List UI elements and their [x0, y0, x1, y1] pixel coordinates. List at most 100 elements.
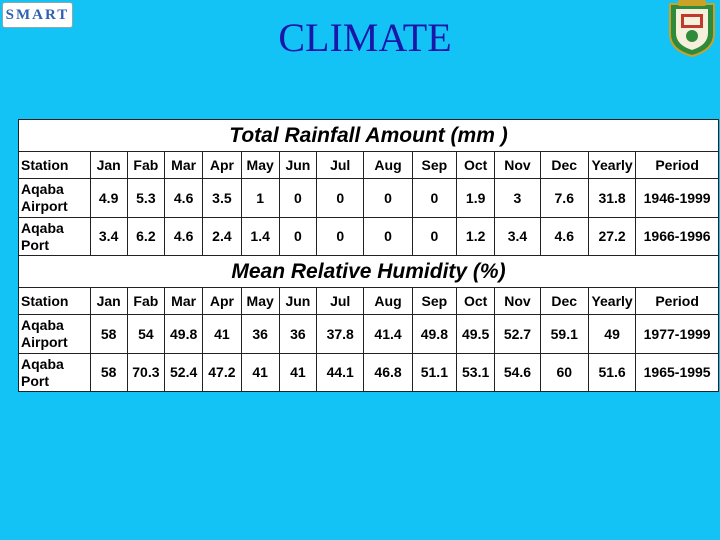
- value-cell: 49.8: [163, 314, 204, 354]
- value-cell: 7.6: [539, 178, 589, 218]
- value-cell: 1.4: [240, 217, 280, 256]
- section-title: Total Rainfall Amount (mm ): [18, 119, 719, 152]
- value-cell: 51.1: [411, 353, 458, 392]
- value-cell: 1.2: [456, 217, 496, 256]
- station-name-line2: Port: [21, 372, 49, 389]
- value-cell: 41: [240, 353, 280, 392]
- climate-table: Total Rainfall Amount (mm ) Station Jan Fab…: [18, 119, 719, 392]
- value-cell: 0: [316, 217, 365, 256]
- value-cell: 49: [587, 314, 637, 354]
- value-cell: 46.8: [363, 353, 413, 392]
- value-cell: 3.4: [89, 217, 128, 256]
- value-cell: 52.7: [494, 314, 541, 354]
- column-header: Sep: [411, 151, 458, 179]
- value-cell: 54.6: [494, 353, 541, 392]
- column-header: Sep: [411, 287, 458, 315]
- climate-table-container: Total Rainfall Amount (mm ) Station Jan Fab…: [18, 119, 719, 392]
- column-header: Dec: [539, 151, 589, 179]
- value-cell: 52.4: [163, 353, 204, 392]
- station-name-line2: Port: [21, 236, 49, 253]
- column-header: Dec: [539, 287, 589, 315]
- value-cell: 49.8: [411, 314, 458, 354]
- value-cell: 0: [316, 178, 365, 218]
- column-header: Aug: [363, 151, 413, 179]
- value-cell: 0: [363, 178, 413, 218]
- value-cell: 1946-1999: [635, 178, 719, 218]
- column-header: Aug: [363, 287, 413, 315]
- value-cell: 0: [411, 178, 458, 218]
- column-header: Jun: [278, 151, 318, 179]
- column-header: Apr: [202, 151, 242, 179]
- value-cell: 44.1: [316, 353, 365, 392]
- value-cell: 3.5: [202, 178, 242, 218]
- value-cell: 4.9: [89, 178, 128, 218]
- value-cell: 0: [363, 217, 413, 256]
- column-header: May: [240, 151, 280, 179]
- column-header-row: Station Jan Fab Mar Apr May Jun Jul Aug Sep Oct Nov…: [18, 151, 719, 179]
- value-cell: 58: [89, 353, 128, 392]
- value-cell: 41: [278, 353, 318, 392]
- column-header: Jun: [278, 287, 318, 315]
- column-header: Oct: [456, 287, 496, 315]
- column-header: Jan: [89, 151, 128, 179]
- value-cell: 51.6: [587, 353, 637, 392]
- value-cell: 0: [278, 217, 318, 256]
- value-cell: 3: [494, 178, 541, 218]
- value-cell: 1977-1999: [635, 314, 719, 354]
- value-cell: 1.9: [456, 178, 496, 218]
- value-cell: 47.2: [202, 353, 242, 392]
- station-cell: Aqaba Airport: [18, 314, 91, 354]
- column-header: Apr: [202, 287, 242, 315]
- station-name-line1: Aqaba: [21, 317, 64, 333]
- column-header: Period: [635, 287, 719, 315]
- column-header: Nov: [494, 287, 541, 315]
- value-cell: 4.6: [163, 217, 204, 256]
- station-name-line2: Airport: [21, 334, 68, 350]
- page-title: CLIMATE: [278, 15, 452, 60]
- station-cell: Aqaba Port: [18, 353, 91, 392]
- column-header: Mar: [163, 287, 204, 315]
- value-cell: 36: [240, 314, 280, 354]
- column-header: May: [240, 287, 280, 315]
- column-header-row: Station Jan Fab Mar Apr May Jun Jul Aug Sep Oct Nov…: [18, 287, 719, 315]
- section-title: Mean Relative Humidity (%): [18, 255, 719, 288]
- column-header: Station: [18, 287, 91, 315]
- value-cell: 27.2: [587, 217, 637, 256]
- column-header: Jan: [89, 287, 128, 315]
- value-cell: 1: [240, 178, 280, 218]
- column-header: Fab: [126, 287, 166, 315]
- section-title-row: Total Rainfall Amount (mm ): [18, 119, 719, 152]
- value-cell: 41.4: [363, 314, 413, 354]
- value-cell: 4.6: [539, 217, 589, 256]
- value-cell: 58: [89, 314, 128, 354]
- column-header: Station: [18, 151, 91, 179]
- value-cell: 0: [278, 178, 318, 218]
- station-cell: Aqaba Port: [18, 217, 91, 256]
- column-header: Yearly: [587, 151, 637, 179]
- smart-logo: SMART: [2, 2, 73, 28]
- column-header: Oct: [456, 151, 496, 179]
- table-row: Aqaba Port 58 70.3 52.4 47.2 41 41 44.1 46.8 51.1 5…: [18, 353, 719, 392]
- column-header: Mar: [163, 151, 204, 179]
- column-header: Fab: [126, 151, 166, 179]
- value-cell: 3.4: [494, 217, 541, 256]
- value-cell: 70.3: [126, 353, 166, 392]
- value-cell: 36: [278, 314, 318, 354]
- value-cell: 4.6: [163, 178, 204, 218]
- value-cell: 1965-1995: [635, 353, 719, 392]
- value-cell: 31.8: [587, 178, 637, 218]
- column-header: Jul: [316, 151, 365, 179]
- value-cell: 59.1: [539, 314, 589, 354]
- value-cell: 5.3: [126, 178, 166, 218]
- station-name-line1: Aqaba: [21, 355, 64, 372]
- value-cell: 37.8: [316, 314, 365, 354]
- column-header: Period: [635, 151, 719, 179]
- station-cell: Aqaba Airport: [18, 178, 91, 218]
- smart-logo-text: SMART: [5, 6, 70, 23]
- value-cell: 1966-1996: [635, 217, 719, 256]
- value-cell: 2.4: [202, 217, 242, 256]
- station-name-line2: Airport: [21, 198, 68, 214]
- column-header: Jul: [316, 287, 365, 315]
- value-cell: 53.1: [456, 353, 496, 392]
- value-cell: 54: [126, 314, 166, 354]
